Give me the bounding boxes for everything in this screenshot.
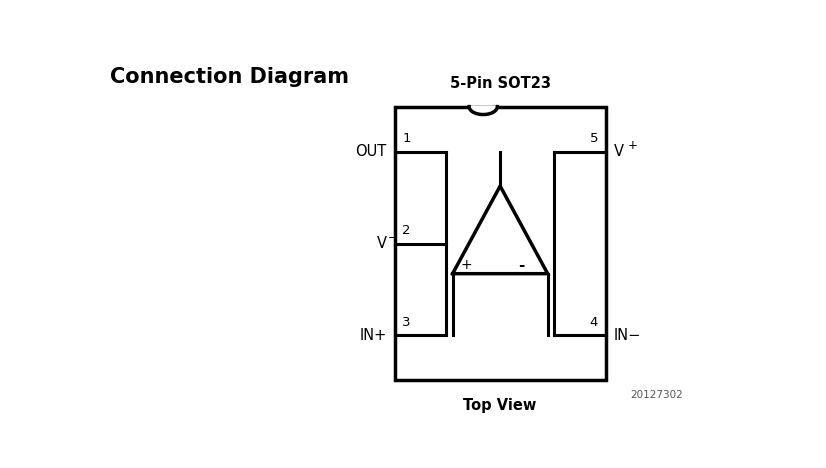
Text: IN+: IN+ (359, 328, 387, 343)
Text: V: V (614, 144, 624, 159)
Polygon shape (469, 107, 497, 115)
Text: 1: 1 (402, 132, 411, 145)
Text: −: − (387, 231, 397, 243)
Text: V: V (377, 236, 387, 251)
Text: +: + (628, 139, 638, 152)
Text: 4: 4 (590, 316, 598, 329)
Text: Top View: Top View (463, 398, 537, 413)
Text: 5: 5 (590, 132, 598, 145)
Text: +: + (461, 258, 472, 272)
Bar (395, 107, 605, 380)
Text: -: - (518, 258, 525, 273)
Text: OUT: OUT (355, 144, 387, 159)
Text: IN−: IN− (614, 328, 641, 343)
Text: 2: 2 (402, 224, 411, 237)
Text: 3: 3 (402, 316, 411, 329)
Text: 5-Pin SOT23: 5-Pin SOT23 (449, 76, 551, 91)
Text: 20127302: 20127302 (630, 390, 682, 400)
Text: Connection Diagram: Connection Diagram (110, 67, 349, 87)
